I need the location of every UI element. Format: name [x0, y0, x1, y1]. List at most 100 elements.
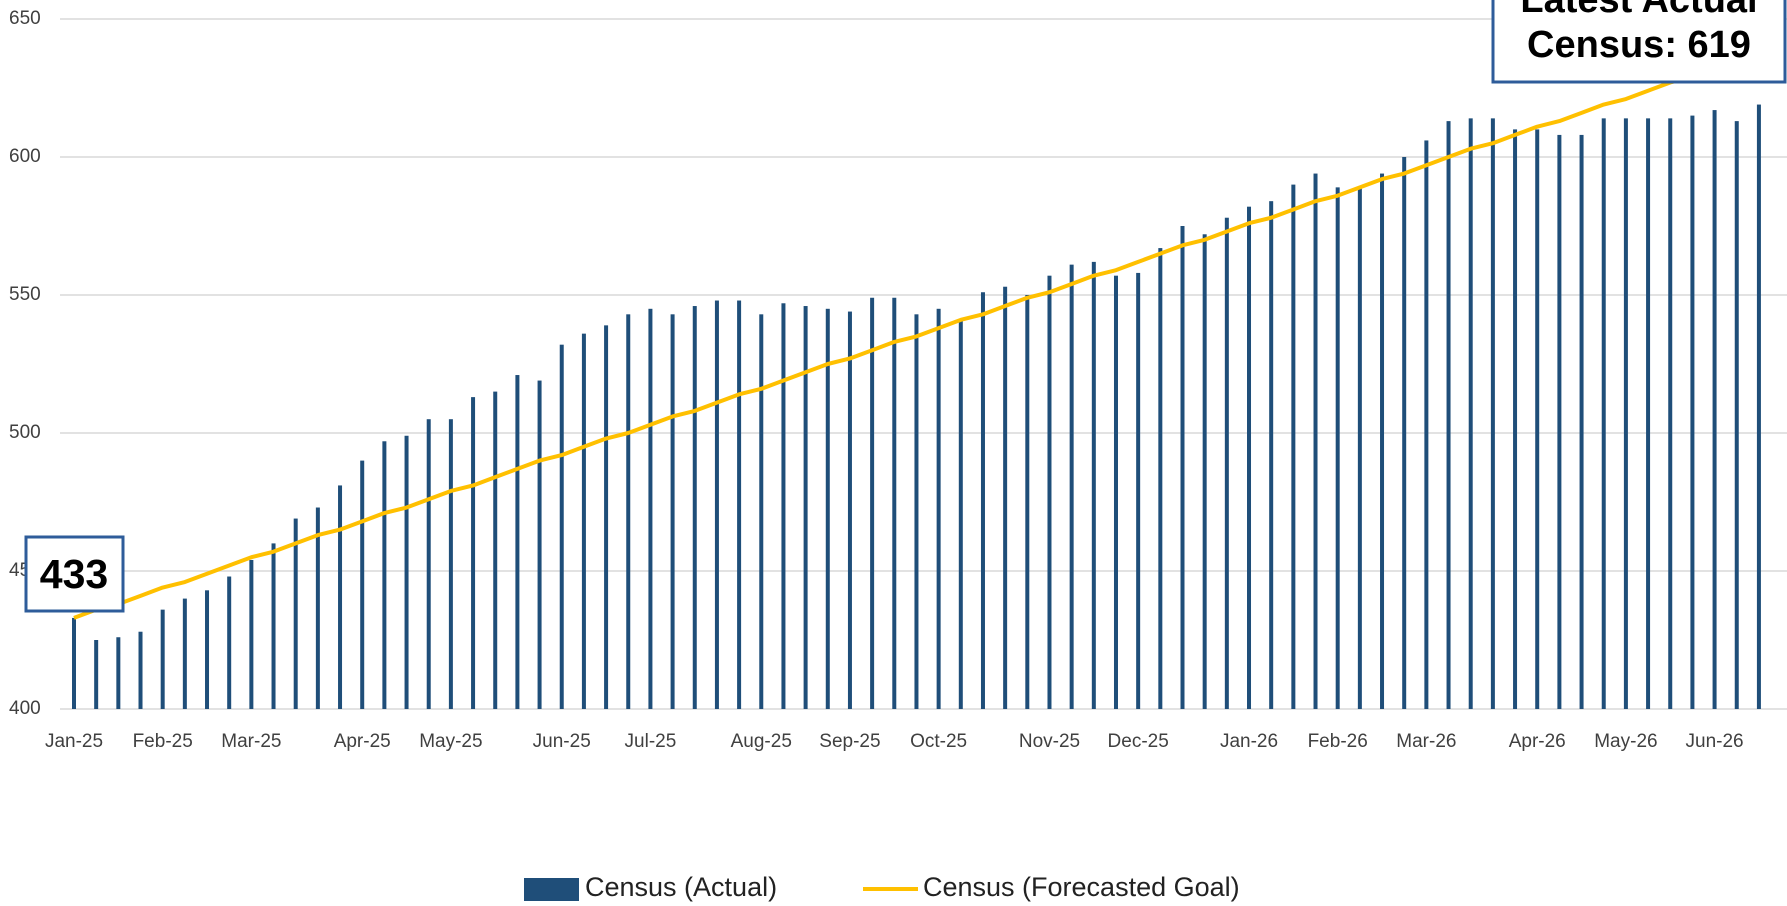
bar: [914, 314, 919, 709]
bar: [1247, 206, 1252, 709]
bar: [648, 308, 653, 709]
y-tick-label: 400: [9, 698, 41, 719]
bar: [1224, 217, 1229, 709]
bar: [1424, 140, 1429, 709]
y-tick-label: 550: [9, 284, 41, 305]
bar: [1335, 187, 1340, 710]
bar: [781, 303, 786, 709]
bar: [249, 559, 254, 709]
annotation: Latest Actual: [1520, 0, 1757, 21]
bar: [160, 609, 165, 709]
bar: [138, 631, 143, 709]
bar: [1269, 201, 1274, 709]
x-tick-label: May-26: [1594, 731, 1657, 752]
legend-swatch: [524, 878, 579, 901]
bar: [293, 518, 298, 709]
bar: [1402, 157, 1407, 709]
bar: [382, 441, 387, 709]
bar: [72, 617, 76, 709]
bar: [1646, 118, 1651, 710]
annotation-box: [1491, 0, 1787, 84]
bar: [559, 344, 564, 709]
bar: [892, 297, 897, 709]
bar: [1712, 110, 1717, 709]
legend-label: Census (Forecasted Goal): [923, 872, 1240, 902]
bar: [448, 419, 453, 709]
bar: [670, 314, 675, 709]
bar: [1113, 275, 1118, 709]
bar: [1313, 173, 1318, 709]
x-tick-label: Feb-26: [1308, 731, 1368, 752]
bar: [1180, 226, 1185, 709]
bar: [1069, 264, 1074, 709]
bar: [1557, 134, 1562, 710]
bar: [759, 314, 764, 709]
bar: [1357, 187, 1362, 710]
bar: [471, 397, 476, 709]
bar: [1025, 295, 1030, 709]
bar: [936, 308, 941, 709]
legend-label: Census (Actual): [585, 872, 777, 902]
bar: [116, 637, 121, 709]
bar: [692, 306, 697, 709]
bar: [182, 598, 187, 709]
bar: [581, 333, 586, 709]
bar: [1535, 129, 1540, 709]
bar: [360, 460, 365, 709]
line: [73, 66, 1716, 620]
bar: [847, 311, 852, 709]
bar: [825, 308, 830, 709]
bar: [1158, 248, 1163, 709]
x-tick-label: Jan-25: [45, 731, 103, 752]
x-tick-label: Jun-25: [533, 731, 591, 752]
bar: [1668, 118, 1673, 710]
y-tick-label: 600: [9, 146, 41, 167]
bar: [1003, 286, 1008, 709]
bar: [604, 325, 609, 709]
x-tick-label: Dec-25: [1108, 731, 1169, 752]
bar: [1446, 121, 1451, 710]
bar: [1513, 129, 1518, 709]
bar: [714, 300, 719, 709]
bar: [1623, 118, 1628, 710]
bar: [803, 306, 808, 709]
bar: [1756, 104, 1761, 709]
x-tick-label: Mar-25: [221, 731, 281, 752]
bar: [205, 590, 210, 709]
annotation: Census: 619: [1527, 24, 1751, 66]
bar: [870, 297, 875, 709]
bar: [404, 435, 409, 709]
bar: [958, 319, 963, 709]
bar: [315, 507, 320, 709]
bar: [271, 543, 276, 709]
annotation-box: [24, 535, 125, 613]
x-tick-label: Sep-25: [819, 731, 880, 752]
x-tick-label: Mar-26: [1396, 731, 1456, 752]
bar: [737, 300, 742, 709]
x-tick-label: Jul-25: [625, 731, 677, 752]
annotation: 433: [40, 551, 108, 597]
bar: [1202, 234, 1207, 709]
bar: [1601, 118, 1606, 710]
bar: [626, 314, 631, 709]
x-tick-label: Apr-25: [334, 731, 391, 752]
x-tick-label: Apr-26: [1509, 731, 1566, 752]
y-tick-label: 500: [9, 422, 41, 443]
x-tick-label: Nov-25: [1019, 731, 1080, 752]
bar: [94, 640, 99, 709]
bar: [1136, 272, 1141, 709]
bar: [1047, 275, 1052, 709]
bar: [1091, 261, 1096, 709]
bar: [1579, 134, 1584, 710]
x-tick-label: May-25: [419, 731, 482, 752]
x-tick-label: Jun-26: [1686, 731, 1744, 752]
y-tick-label: 650: [9, 8, 41, 29]
bar: [426, 419, 431, 709]
bar: [980, 292, 985, 709]
bar: [1468, 118, 1473, 710]
bar: [1490, 118, 1495, 710]
bar: [227, 576, 232, 709]
bar: [515, 375, 520, 709]
x-tick-label: Aug-25: [731, 731, 792, 752]
